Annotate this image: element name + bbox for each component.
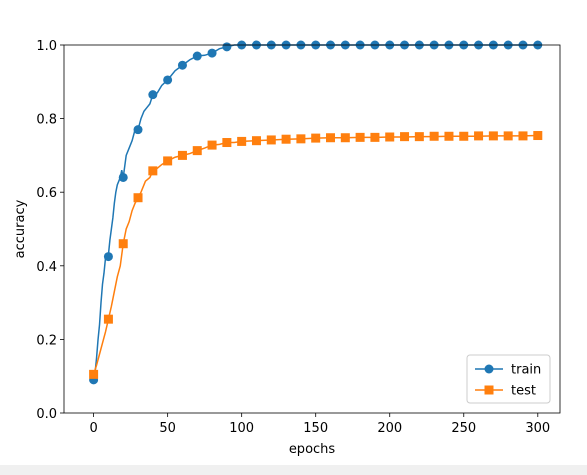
y-tick-label: 0.0	[36, 407, 57, 422]
data-point-test	[207, 140, 217, 150]
data-point-test	[222, 138, 232, 148]
data-point-test	[370, 132, 380, 142]
data-point-train	[222, 42, 232, 52]
plot-frame	[63, 44, 561, 414]
data-point-test	[488, 131, 498, 141]
data-point-test	[474, 131, 484, 141]
accuracy-chart: 0 50 100 150 200 250 300 0.0 0.2 0.4 0.6 0.8 1.0 ep…	[13, 39, 561, 457]
x-tick-label: 100	[229, 421, 254, 436]
data-point-test	[266, 135, 276, 145]
y-tick-label: 0.6	[36, 186, 57, 201]
x-tick-label: 250	[451, 421, 476, 436]
data-point-test	[503, 131, 513, 141]
data-point-test	[429, 131, 439, 141]
y-tick-label: 0.4	[36, 260, 57, 275]
data-point-test	[89, 369, 99, 379]
series-lines	[92, 44, 538, 381]
x-tick-label: 300	[525, 421, 550, 436]
x-tick-label: 200	[377, 421, 402, 436]
data-point-test	[163, 156, 173, 166]
legend-label-test: test	[511, 384, 536, 399]
x-tick-label: 0	[89, 421, 97, 436]
data-point-train	[163, 75, 173, 85]
data-point-test	[385, 132, 395, 142]
data-point-test	[444, 131, 454, 141]
series-line-test	[92, 134, 538, 375]
legend: train test	[466, 354, 551, 404]
data-point-test	[355, 132, 365, 142]
y-axis-ticks: 0.0 0.2 0.4 0.6 0.8 1.0	[36, 39, 64, 422]
data-point-test	[148, 166, 158, 176]
data-point-train	[148, 90, 158, 100]
data-point-train	[192, 51, 202, 61]
series-line-train	[92, 44, 538, 381]
x-axis-ticks: 0 50 100 150 200 250 300	[89, 413, 550, 436]
legend-marker-test	[484, 385, 494, 395]
y-tick-label: 0.8	[36, 113, 57, 128]
data-point-test	[400, 132, 410, 142]
data-point-test	[533, 131, 543, 141]
data-point-test	[133, 193, 143, 203]
x-tick-label: 50	[159, 421, 176, 436]
data-point-test	[192, 146, 202, 156]
data-point-train	[103, 252, 113, 262]
data-point-test	[340, 133, 350, 143]
data-point-test	[311, 133, 321, 143]
series-markers	[89, 40, 543, 385]
x-axis-label: epochs	[289, 442, 336, 457]
y-tick-label: 1.0	[36, 39, 57, 54]
data-point-train	[177, 60, 187, 70]
data-point-test	[177, 150, 187, 160]
y-tick-label: 0.2	[36, 333, 57, 348]
data-point-test	[296, 134, 306, 144]
data-point-train	[118, 172, 128, 182]
data-point-test	[414, 132, 424, 142]
data-point-train	[133, 125, 143, 135]
data-point-train	[207, 48, 217, 58]
data-point-test	[118, 239, 128, 249]
data-point-test	[326, 133, 336, 143]
legend-marker-train	[484, 364, 494, 374]
data-point-test	[518, 131, 528, 141]
data-point-test	[281, 134, 291, 144]
data-point-test	[103, 314, 113, 324]
x-tick-label: 150	[303, 421, 328, 436]
data-point-test	[459, 131, 469, 141]
y-axis-label: accuracy	[13, 199, 28, 258]
figure-canvas: 0 50 100 150 200 250 300 0.0 0.2 0.4 0.6 0.8 1.0 ep…	[0, 0, 587, 465]
data-point-test	[237, 136, 247, 146]
data-point-test	[251, 136, 261, 146]
legend-label-train: train	[511, 363, 541, 378]
